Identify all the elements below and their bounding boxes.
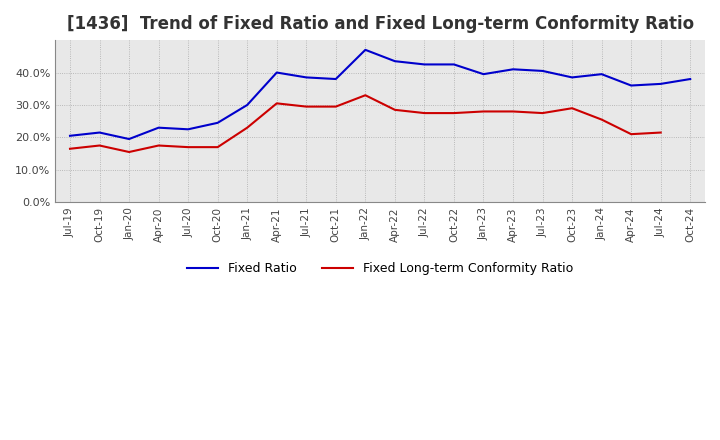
Fixed Ratio	[390, 59, 399, 64]
Fixed Long-term Conformity Ratio	[539, 110, 547, 116]
Fixed Long-term Conformity Ratio	[509, 109, 518, 114]
Fixed Ratio	[509, 67, 518, 72]
Fixed Long-term Conformity Ratio	[331, 104, 340, 109]
Fixed Ratio	[657, 81, 665, 87]
Fixed Long-term Conformity Ratio	[213, 144, 222, 150]
Fixed Long-term Conformity Ratio	[598, 117, 606, 122]
Fixed Ratio	[95, 130, 104, 135]
Fixed Long-term Conformity Ratio	[390, 107, 399, 113]
Fixed Ratio	[539, 68, 547, 73]
Fixed Long-term Conformity Ratio	[66, 146, 74, 151]
Fixed Long-term Conformity Ratio	[302, 104, 310, 109]
Fixed Long-term Conformity Ratio	[480, 109, 488, 114]
Fixed Ratio	[302, 75, 310, 80]
Fixed Ratio	[272, 70, 281, 75]
Fixed Long-term Conformity Ratio	[125, 149, 133, 154]
Fixed Ratio	[480, 72, 488, 77]
Fixed Long-term Conformity Ratio	[449, 110, 458, 116]
Fixed Long-term Conformity Ratio	[154, 143, 163, 148]
Fixed Ratio	[184, 127, 192, 132]
Fixed Long-term Conformity Ratio	[95, 143, 104, 148]
Fixed Ratio	[627, 83, 636, 88]
Title: [1436]  Trend of Fixed Ratio and Fixed Long-term Conformity Ratio: [1436] Trend of Fixed Ratio and Fixed Lo…	[66, 15, 693, 33]
Fixed Ratio	[598, 72, 606, 77]
Fixed Long-term Conformity Ratio	[657, 130, 665, 135]
Fixed Ratio	[361, 47, 369, 52]
Fixed Long-term Conformity Ratio	[420, 110, 428, 116]
Fixed Ratio	[213, 120, 222, 125]
Fixed Ratio	[449, 62, 458, 67]
Fixed Ratio	[243, 103, 251, 108]
Fixed Ratio	[154, 125, 163, 130]
Fixed Ratio	[568, 75, 577, 80]
Fixed Long-term Conformity Ratio	[568, 106, 577, 111]
Line: Fixed Long-term Conformity Ratio: Fixed Long-term Conformity Ratio	[70, 95, 661, 152]
Line: Fixed Ratio: Fixed Ratio	[70, 50, 690, 139]
Fixed Long-term Conformity Ratio	[627, 132, 636, 137]
Fixed Ratio	[420, 62, 428, 67]
Legend: Fixed Ratio, Fixed Long-term Conformity Ratio: Fixed Ratio, Fixed Long-term Conformity …	[182, 257, 578, 280]
Fixed Long-term Conformity Ratio	[272, 101, 281, 106]
Fixed Long-term Conformity Ratio	[361, 92, 369, 98]
Fixed Ratio	[686, 77, 695, 82]
Fixed Long-term Conformity Ratio	[243, 125, 251, 130]
Fixed Ratio	[125, 136, 133, 142]
Fixed Long-term Conformity Ratio	[184, 144, 192, 150]
Fixed Ratio	[66, 133, 74, 139]
Fixed Ratio	[331, 77, 340, 82]
